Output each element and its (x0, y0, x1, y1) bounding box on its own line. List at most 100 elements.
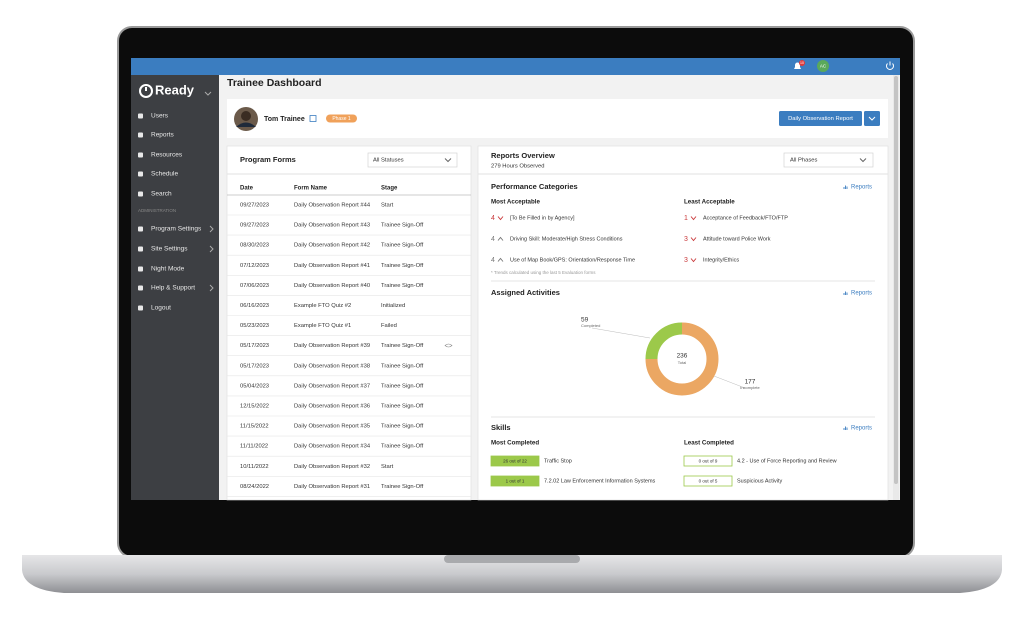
menu-item[interactable]: Logout (151, 305, 171, 312)
cell[interactable]: Daily Observation Report #35 (294, 424, 370, 430)
cell[interactable]: Daily Observation Report #36 (294, 404, 370, 410)
notification-badge (799, 60, 805, 66)
cell: Start (381, 203, 394, 209)
trend-arrow (497, 216, 504, 221)
skill-label: Traffic Stop (544, 458, 572, 464)
cell: Trainee Sign-Off (381, 263, 424, 269)
menu-icon (138, 305, 143, 311)
menu-item[interactable]: Schedule (151, 171, 178, 178)
sidebar (131, 75, 219, 500)
menu-section: ADMINISTRATION (138, 208, 176, 213)
cell[interactable]: Daily Observation Report #32 (294, 464, 370, 470)
category-label: Attitude toward Police Work (703, 236, 771, 242)
cell[interactable]: Daily Observation Report #43 (294, 223, 370, 229)
page-title: Trainee Dashboard (227, 77, 322, 89)
cell[interactable]: Example FTO Quiz #1 (294, 323, 351, 329)
cell[interactable]: Daily Observation Report #37 (294, 383, 370, 389)
top-bar (131, 58, 900, 75)
chevron (204, 91, 212, 96)
leader-line (591, 327, 651, 339)
cell[interactable]: Daily Observation Report #42 (294, 243, 370, 249)
reports-icon (843, 291, 848, 295)
status-filter[interactable] (367, 152, 458, 168)
cell: 11/11/2022 (240, 444, 268, 450)
trainee-name[interactable]: Tom Trainee (264, 116, 305, 123)
chevron (444, 158, 452, 163)
score: 1 (684, 215, 688, 222)
phase-label: Phase 1 (332, 116, 351, 122)
segment-label: Completed (581, 323, 600, 328)
menu-item[interactable]: Program Settings (151, 226, 202, 233)
report-button[interactable] (779, 111, 862, 126)
logo-icon (139, 84, 153, 98)
menu-item[interactable]: Users (151, 113, 169, 120)
report-dropdown[interactable] (864, 111, 880, 126)
column-title: Least Acceptable (684, 199, 735, 206)
menu-icon (138, 132, 143, 138)
avatar-face (241, 111, 251, 121)
reports-link[interactable]: Reports (851, 291, 872, 297)
cell[interactable]: Daily Observation Report #40 (294, 283, 370, 289)
cell: 07/12/2023 (240, 263, 269, 269)
section-title: Performance Categories (491, 182, 578, 191)
external-link-icon[interactable] (309, 115, 317, 122)
cell: 05/04/2023 (240, 383, 269, 389)
menu-item[interactable]: Night Mode (151, 266, 185, 273)
score: 3 (684, 257, 688, 264)
cell[interactable]: Daily Observation Report #34 (294, 444, 371, 450)
column-header: Form Name (294, 186, 328, 192)
notification-count: 10 (800, 61, 804, 65)
menu-item[interactable]: Resources (151, 152, 183, 159)
cell[interactable]: Daily Observation Report #44 (294, 203, 371, 209)
status-filter-label: All Statuses (373, 158, 404, 164)
reports-link[interactable]: Reports (851, 185, 872, 191)
cell: 05/17/2023 (240, 343, 269, 349)
progress-box (490, 455, 540, 467)
panel-subtitle: 279 Hours Observed (491, 164, 545, 170)
cell[interactable]: Daily Observation Report #31 (294, 484, 370, 490)
segment-label: Incomplete (740, 385, 760, 390)
user-avatar[interactable] (817, 60, 829, 72)
reports-link[interactable]: Reports (851, 426, 872, 432)
category-label: [To Be Filled in by Agency] (510, 215, 575, 221)
chevron (868, 116, 876, 121)
program-forms-panel (226, 145, 472, 501)
chevron (209, 284, 214, 292)
power-icon[interactable] (886, 61, 894, 70)
cell[interactable]: Daily Observation Report #38 (294, 363, 370, 369)
progress-label: 0 out of 5 (699, 478, 718, 483)
scrollbar-thumb[interactable] (894, 76, 898, 484)
cell: Trainee Sign-Off (381, 343, 424, 349)
cell: Trainee Sign-Off (381, 363, 424, 369)
donut-total-label: Total (678, 360, 687, 365)
menu-icon (138, 113, 143, 119)
cell: Initialized (381, 303, 405, 309)
phase-filter[interactable] (783, 152, 874, 168)
cell: 05/17/2023 (240, 363, 269, 369)
trend-arrow (690, 258, 697, 263)
cell[interactable]: Example FTO Quiz #2 (294, 303, 351, 309)
menu-item[interactable]: Reports (151, 132, 175, 139)
trend-arrow (497, 236, 504, 241)
trend-arrow (690, 237, 697, 242)
category-label: Driving Skill: Moderate/High Stress Cond… (510, 236, 623, 242)
cell[interactable]: Daily Observation Report #41 (294, 263, 370, 269)
cell[interactable]: Daily Observation Report #39 (294, 343, 370, 349)
notch (444, 555, 580, 563)
view-icon[interactable] (444, 343, 453, 348)
menu-item[interactable]: Site Settings (151, 246, 188, 253)
skill-label: 4.2 - Use of Force Reporting and Review (737, 458, 837, 464)
cell: Trainee Sign-Off (381, 243, 424, 249)
leader-line (713, 375, 746, 389)
column-title: Most Completed (491, 440, 539, 447)
menu-icon (138, 285, 143, 291)
cell: 08/30/2023 (240, 243, 269, 249)
menu-item[interactable]: Help & Support (151, 285, 195, 292)
cell: Trainee Sign-Off (381, 283, 424, 289)
cell: 11/15/2022 (240, 424, 269, 430)
chevron (859, 158, 867, 163)
menu-item[interactable]: Search (151, 191, 172, 198)
column-header: Stage (381, 186, 398, 192)
progress-label: 0 out of 9 (699, 458, 718, 463)
progress-box (683, 475, 733, 487)
